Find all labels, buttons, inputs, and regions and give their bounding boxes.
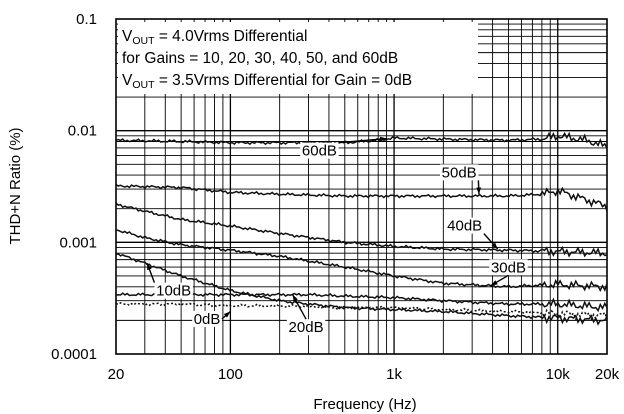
series-pointer-60dB bbox=[338, 137, 387, 144]
y-axis-title: THD+N Ratio (%) bbox=[7, 127, 24, 244]
x-axis-title: Frequency (Hz) bbox=[313, 396, 416, 413]
series-arrowhead-10dB bbox=[147, 263, 152, 271]
series-label-30dB: 30dB bbox=[491, 259, 526, 276]
plot-frame bbox=[115, 18, 608, 355]
series-label-background bbox=[192, 310, 222, 327]
series-label-background bbox=[286, 319, 326, 336]
series-label-background bbox=[154, 282, 193, 299]
series-arrowhead-0dB bbox=[223, 311, 231, 318]
series-line-30dB bbox=[115, 229, 608, 292]
series-arrowhead-40dB bbox=[491, 242, 498, 250]
y-tick-label: 0.001 bbox=[59, 234, 97, 251]
y-tick-label: 0.0001 bbox=[51, 346, 97, 363]
series-label-40dB: 40dB bbox=[447, 218, 482, 235]
series-label-background bbox=[445, 217, 484, 234]
series-label-background bbox=[489, 259, 528, 276]
series-label-background bbox=[300, 142, 339, 159]
series-label-0dB: 0dB bbox=[194, 311, 221, 328]
series-line-50dB bbox=[115, 183, 608, 212]
series-label-10dB: 10dB bbox=[156, 283, 191, 300]
x-tick-label: 20k bbox=[595, 366, 620, 383]
series-line-40dB bbox=[115, 202, 608, 258]
annotation-box: VOUT = 4.0Vrms Differential for Gains = … bbox=[118, 22, 478, 94]
series-arrowhead-20dB bbox=[292, 294, 298, 302]
annotation-line-1: VOUT = 4.0Vrms Differential bbox=[122, 28, 307, 47]
series-arrowhead-50dB bbox=[476, 187, 482, 195]
series-label-50dB: 50dB bbox=[442, 164, 477, 181]
x-tick-label: 10k bbox=[546, 366, 571, 383]
series-label-background bbox=[439, 164, 479, 181]
annotation-line-3: VOUT = 3.5Vrms Differential for Gain = 0… bbox=[122, 72, 412, 91]
tick-label-layer: 20 100 1k 10k 20k 0.1 0.01 0.001 0.0001 bbox=[51, 11, 619, 383]
series-line-0dB bbox=[115, 302, 608, 322]
x-tick-label: 1k bbox=[386, 366, 402, 383]
x-tick-label: 100 bbox=[218, 366, 243, 383]
series-label-layer: 60dB 50dB 40dB 30dB 10dB 20dB 0dB bbox=[146, 136, 528, 336]
y-tick-label: 0.01 bbox=[68, 123, 97, 140]
x-tick-label: 20 bbox=[108, 366, 125, 383]
series-label-60dB: 60dB bbox=[302, 143, 337, 160]
series-line-10dB bbox=[115, 252, 608, 326]
series-line-20dB bbox=[115, 292, 608, 313]
series-arrowhead-60dB bbox=[379, 136, 387, 142]
annotation-background bbox=[118, 22, 478, 94]
annotation-line-2: for Gains = 10, 20, 30, 40, 50, and 60dB bbox=[122, 50, 398, 67]
series-arrowhead-30dB bbox=[490, 280, 498, 286]
y-tick-label: 0.1 bbox=[76, 11, 97, 28]
series-label-20dB: 20dB bbox=[289, 319, 324, 336]
